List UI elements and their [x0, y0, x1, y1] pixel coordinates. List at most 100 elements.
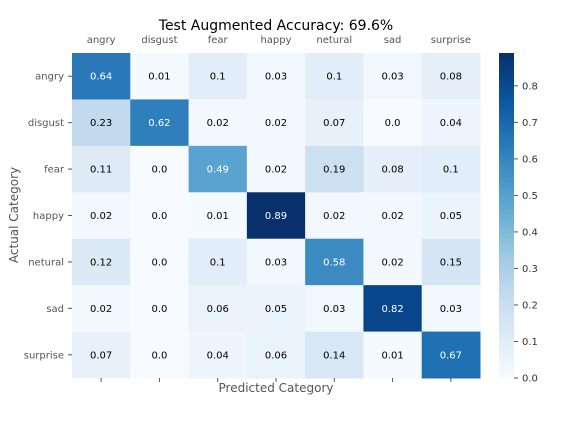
- cell-value-label: 0.07: [90, 350, 112, 361]
- cell-value-label: 0.04: [440, 118, 462, 129]
- y-tick-label: angry: [35, 72, 64, 83]
- heatmap-cell: [421, 99, 481, 147]
- colorbar-tick-label: 0.2: [522, 300, 538, 311]
- heatmap-cell: [130, 331, 190, 379]
- chart-title: Test Augmented Accuracy: 69.6%: [158, 18, 393, 34]
- heatmap-cell: [305, 53, 364, 100]
- cell-value-label: 0.04: [207, 350, 229, 361]
- cell-value-label: 0.0: [151, 211, 167, 222]
- heatmap-cell: [305, 238, 364, 286]
- heatmap-cell: [363, 53, 423, 100]
- heatmap-cell: [305, 192, 364, 240]
- cell-value-label: 0.03: [381, 72, 403, 83]
- cell-value-label: 0.06: [207, 304, 229, 315]
- cell-value-label: 0.02: [90, 304, 112, 315]
- heatmap-cell: [72, 145, 131, 193]
- x-tick-label: sad: [384, 35, 402, 46]
- y-tick-label: surprise: [24, 350, 64, 361]
- heatmap-cell: [421, 331, 481, 379]
- cell-value-label: 0.82: [381, 304, 403, 315]
- cell-value-label: 0.0: [385, 118, 401, 129]
- heatmap-cell: [188, 192, 248, 240]
- heatmap-cell: [72, 99, 131, 147]
- cell-value-label: 0.07: [323, 118, 345, 129]
- heatmap-cell: [188, 285, 248, 333]
- heatmap-cell: [246, 285, 306, 333]
- cell-value-label: 0.89: [265, 211, 287, 222]
- heatmap-cell: [246, 53, 306, 100]
- cell-value-label: 0.1: [443, 165, 459, 176]
- heatmap-cell: [421, 285, 481, 333]
- cell-value-label: 0.03: [440, 304, 462, 315]
- cell-value-label: 0.05: [265, 304, 287, 315]
- heatmap-cell: [363, 238, 423, 286]
- heatmap-cell: [72, 285, 131, 333]
- heatmap-cell: [363, 331, 423, 379]
- x-tick-label: happy: [260, 35, 291, 46]
- heatmap-cell: [246, 99, 306, 147]
- heatmap-cell: [246, 238, 306, 286]
- x-tick-label: surprise: [431, 35, 471, 46]
- cell-value-label: 0.15: [440, 257, 462, 268]
- heatmap-cell: [72, 238, 131, 286]
- heatmap-cell: [130, 285, 190, 333]
- heatmap-cell: [305, 285, 364, 333]
- heatmap-cell: [130, 53, 190, 100]
- heatmap-cell: [130, 99, 190, 147]
- colorbar-tick-label: 0.3: [522, 264, 538, 275]
- cell-value-label: 0.02: [265, 165, 287, 176]
- y-axis-label: Actual Category: [7, 167, 21, 263]
- colorbar-tick-label: 0.1: [522, 337, 538, 348]
- y-tick-label: fear: [44, 165, 65, 176]
- heatmap-cell: [363, 99, 423, 147]
- colorbar-tick-label: 0.7: [522, 118, 538, 129]
- cell-value-label: 0.03: [265, 257, 287, 268]
- y-axis-ticks: angry disgust fear happy netural sad surprise: [24, 72, 72, 361]
- cell-value-label: 0.03: [323, 304, 345, 315]
- heatmap-cell: [188, 99, 248, 147]
- heatmap-cell: [130, 192, 190, 240]
- heatmap-cell: [363, 285, 423, 333]
- y-tick-label: disgust: [28, 118, 64, 129]
- cell-value-label: 0.01: [207, 211, 229, 222]
- cell-value-label: 0.02: [323, 211, 345, 222]
- cell-value-label: 0.05: [440, 211, 462, 222]
- heatmap-cells: 0.64 0.01 0.1 0.03 0.1 0.03 0.08 0.23 0.62 0.02 0.…: [72, 53, 481, 379]
- cell-value-label: 0.23: [90, 118, 112, 129]
- cell-value-label: 0.1: [210, 72, 226, 83]
- cell-value-label: 0.11: [90, 165, 112, 176]
- colorbar-tick-label: 0.6: [522, 154, 538, 165]
- heatmap-cell: [421, 53, 481, 100]
- cell-value-label: 0.01: [148, 72, 170, 83]
- cell-value-label: 0.14: [323, 350, 345, 361]
- cell-value-label: 0.02: [90, 211, 112, 222]
- cell-value-label: 0.49: [207, 165, 229, 176]
- heatmap-cell: [188, 145, 248, 193]
- heatmap-cell: [188, 331, 248, 379]
- heatmap-cell: [72, 331, 131, 379]
- heatmap-cell: [305, 331, 364, 379]
- y-tick-label: sad: [46, 304, 64, 315]
- cell-value-label: 0.02: [381, 257, 403, 268]
- x-axis-ticks: angry disgust fear happy netural sad surprise: [87, 35, 471, 382]
- cell-value-label: 0.58: [323, 257, 345, 268]
- heatmap-cell: [188, 53, 248, 100]
- cell-value-label: 0.02: [207, 118, 229, 129]
- heatmap-cell: [363, 145, 423, 193]
- heatmap-cell: [421, 145, 481, 193]
- cell-value-label: 0.64: [90, 72, 112, 83]
- heatmap-cell: [305, 99, 364, 147]
- x-tick-label: angry: [87, 35, 116, 46]
- heatmap-cell: [72, 53, 131, 100]
- heatmap-cell: [421, 238, 481, 286]
- heatmap-cell: [130, 145, 190, 193]
- cell-value-label: 0.0: [151, 165, 167, 176]
- cell-value-label: 0.06: [265, 350, 287, 361]
- y-tick-label: happy: [33, 211, 64, 222]
- heatmap-cell: [421, 192, 481, 240]
- heatmap-cell: [305, 145, 364, 193]
- x-tick-label: disgust: [141, 35, 177, 46]
- cell-value-label: 0.12: [90, 257, 112, 268]
- colorbar-tick-label: 0.5: [522, 191, 538, 202]
